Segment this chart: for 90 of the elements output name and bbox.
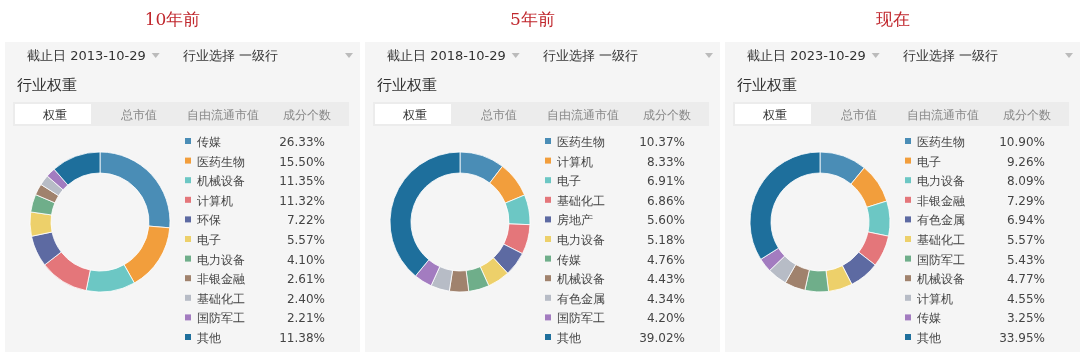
data-label: 6.86% [646,193,685,208]
legend-label: 电子 [917,154,941,169]
text: 截止日 2013-10-29 [27,48,146,63]
legend-label: 机械设备 [557,272,605,287]
legend-label: 电子 [557,174,581,189]
data-label: 26.33% [279,135,325,149]
text: 截止日 2018-10-29 [387,48,506,63]
legend-label: 传媒 [557,252,581,267]
data-label: 33.95% [999,331,1045,345]
legend-label: 电子 [197,233,221,247]
data-label: 2.40% [286,291,325,306]
legend-label: 电力设备 [557,233,605,247]
legend-label: 基础化工 [917,233,965,247]
text: 总市值 [480,108,517,122]
data-label: 11.35% [279,174,325,189]
legend-label: 国防军工 [197,311,245,326]
legend-label: 房地产 [557,213,593,228]
text: 权重 [762,108,787,122]
chart-subtitle: 行业权重 [17,76,77,94]
legend-label: 电力设备 [197,252,245,267]
data-label: 7.22% [286,213,325,228]
data-label: 6.94% [1006,213,1045,228]
data-label: 9.26% [1006,154,1045,169]
data-label: 2.21% [286,311,325,326]
data-label: 5.18% [646,233,685,247]
legend-label: 电力设备 [917,174,965,189]
legend-label: 非银金融 [197,272,245,287]
data-label: 2.61% [286,272,325,287]
data-label: 11.32% [279,193,325,208]
text: 行业选择 一级行 [903,48,999,63]
legend-label: 有色金属 [557,291,605,306]
legend-label: 其他 [197,331,221,345]
legend-label: 国防军工 [557,311,605,326]
text: 行业选择 一级行 [543,48,639,63]
text: 权重 [402,108,427,122]
text: 自由流通市值 [187,108,259,122]
data-label: 10.37% [639,135,685,149]
legend-label: 非银金融 [917,193,965,208]
data-label: 4.43% [646,272,685,287]
data-label: 5.57% [1006,233,1045,247]
data-label: 4.77% [1006,272,1045,287]
legend-label: 医药生物 [197,154,245,169]
data-label: 5.60% [646,213,685,228]
legend-label: 计算机 [557,154,593,169]
chart-subtitle: 行业权重 [377,76,437,94]
data-label: 10.90% [999,135,1045,149]
legend-label: 有色金属 [917,213,965,228]
legend-label: 医药生物 [917,135,965,149]
chart-subtitle: 行业权重 [737,76,797,94]
text: 总市值 [840,108,877,122]
data-label: 39.02% [639,331,685,345]
legend-label: 传媒 [197,135,221,149]
legend-label: 计算机 [917,291,953,306]
text: 总市值 [120,108,157,122]
chart-title: 5年前 [510,9,555,29]
legend-label: 环保 [197,213,221,228]
legend-label: 基础化工 [557,193,605,208]
data-label: 4.76% [646,252,685,267]
legend-label: 其他 [917,331,941,345]
data-label: 5.57% [286,233,325,247]
data-label: 6.91% [646,174,685,189]
data-label: 3.25% [1006,311,1045,326]
text: 成分个数 [643,108,691,122]
text: 成分个数 [283,108,331,122]
legend-label: 国防军工 [917,252,965,267]
data-label: 4.20% [646,311,685,326]
data-label: 4.55% [1006,291,1045,306]
legend-label: 基础化工 [197,291,245,306]
text: 自由流通市值 [547,108,619,122]
data-label: 4.34% [646,291,685,306]
chart-title: 现在 [875,9,910,29]
data-label: 7.29% [1006,193,1045,208]
data-label: 4.10% [286,252,325,267]
legend-label: 其他 [557,331,581,345]
text: 成分个数 [1003,108,1051,122]
legend-label: 机械设备 [917,272,965,287]
legend-label: 计算机 [197,193,233,208]
text: 权重 [42,108,67,122]
data-label: 8.09% [1006,174,1045,189]
legend-label: 机械设备 [197,174,245,189]
data-label: 11.38% [279,331,325,345]
legend-label: 传媒 [917,311,941,326]
data-label: 15.50% [279,154,325,169]
data-label: 8.33% [646,154,685,169]
text: 截止日 2023-10-29 [747,48,866,63]
chart-title: 10年前 [144,9,201,29]
legend-label: 医药生物 [557,135,605,149]
data-label: 5.43% [1006,252,1045,267]
text: 行业选择 一级行 [183,48,279,63]
text: 自由流通市值 [907,108,979,122]
